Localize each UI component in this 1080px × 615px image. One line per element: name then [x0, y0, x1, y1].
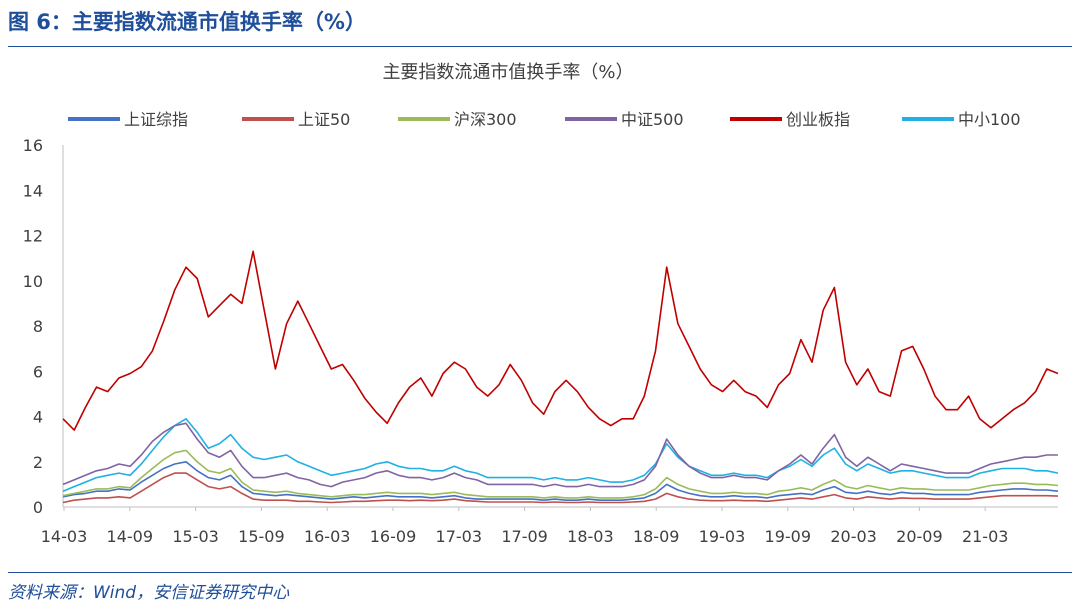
- y-tick-label: 16: [23, 136, 43, 155]
- legend: 上证综指 上证50 沪深300 中证500 创业板指 中小100: [68, 110, 1021, 129]
- legend-label: 上证50: [298, 110, 350, 129]
- legend-label: 上证综指: [124, 110, 188, 129]
- x-axis: 14-03 14-09 15-03 15-09 16-03 16-09 17-03 17-09…: [41, 506, 1058, 546]
- series-line-2: [62, 449, 1059, 499]
- series-line-5: [62, 417, 1059, 492]
- legend-label: 沪深300: [454, 110, 517, 129]
- x-tick-label: 19-03: [699, 527, 746, 546]
- x-tick-label: 20-09: [896, 527, 943, 546]
- x-tick-label: 14-09: [107, 527, 154, 546]
- turnover-line-chart: 主要指数流通市值换手率（%） 上证综指 上证50 沪深300 中证500 创业板指 中小1…: [23, 62, 1059, 546]
- y-tick-label: 10: [23, 272, 43, 291]
- series-line-4: [62, 250, 1059, 431]
- series-lines: [62, 250, 1059, 504]
- y-tick-label: 12: [23, 227, 43, 246]
- title-divider: [8, 46, 1072, 47]
- series-line-3: [62, 422, 1058, 488]
- y-tick-label: 6: [33, 362, 43, 381]
- figure-title: 图 6：主要指数流通市值换手率（%）: [8, 10, 366, 34]
- x-tick-label: 16-09: [370, 527, 417, 546]
- legend-label: 创业板指: [786, 110, 850, 129]
- series-line-1: [62, 472, 1059, 504]
- x-tick-label: 15-03: [172, 527, 219, 546]
- x-tick-label: 16-03: [304, 527, 351, 546]
- chart-title: 主要指数流通市值换手率（%）: [382, 62, 633, 83]
- y-tick-label: 0: [33, 498, 43, 517]
- y-tick-label: 8: [33, 317, 43, 336]
- series-line-0: [62, 460, 1059, 502]
- x-tick-label: 18-09: [633, 527, 680, 546]
- y-tick-label: 14: [23, 181, 43, 200]
- source-note: 资料来源：Wind，安信证券研究中心: [8, 583, 290, 603]
- x-tick-label: 19-09: [765, 527, 812, 546]
- x-tick-label: 21-03: [962, 527, 1009, 546]
- footer-divider: [8, 572, 1072, 573]
- y-tick-label: 2: [33, 453, 43, 472]
- x-tick-label: 14-03: [41, 527, 88, 546]
- x-tick-label: 15-09: [238, 527, 285, 546]
- legend-label: 中小100: [958, 110, 1021, 129]
- x-tick-label: 17-03: [436, 527, 483, 546]
- legend-label: 中证500: [621, 110, 684, 129]
- y-tick-label: 4: [33, 408, 43, 427]
- y-axis: 0 2 4 6 8 10 12 14 16: [23, 136, 64, 517]
- x-tick-label: 17-09: [501, 527, 548, 546]
- x-tick-label: 18-03: [567, 527, 614, 546]
- x-tick-label: 20-03: [830, 527, 877, 546]
